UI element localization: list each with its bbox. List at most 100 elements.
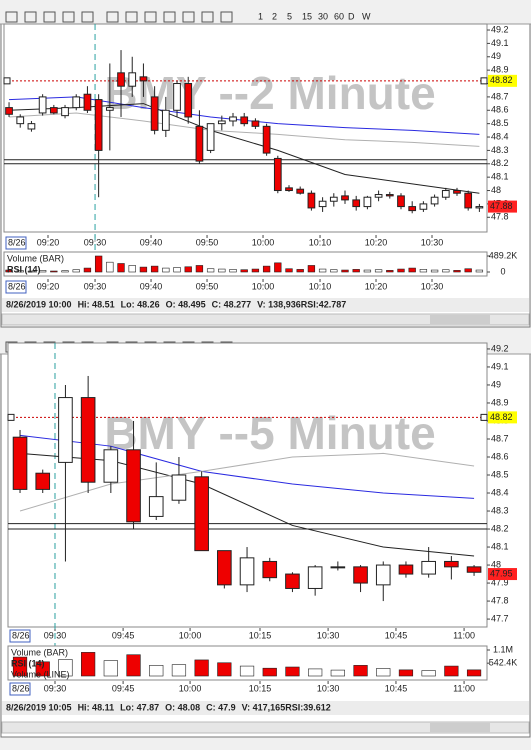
x-tick-label: 10:30 — [421, 237, 444, 247]
candle-body — [397, 195, 405, 208]
status-text: 8/26/2019 10:05 — [6, 702, 72, 712]
volume-bar — [475, 269, 484, 273]
indicator-label: RSI (14) — [7, 264, 41, 274]
candle-body — [444, 560, 459, 568]
volume-bar — [397, 268, 405, 273]
timeframe-button[interactable]: 15 — [302, 11, 312, 21]
scroll-thumb[interactable] — [430, 315, 490, 324]
status-text: C: 48.277 — [212, 299, 252, 309]
scrollbar[interactable] — [1, 313, 530, 326]
scroll-thumb[interactable] — [430, 723, 490, 732]
toolbar-button[interactable] — [62, 11, 75, 23]
toolbar-button[interactable] — [81, 11, 94, 23]
volume-bar — [262, 667, 277, 677]
x-tick-label: 11:00 — [453, 683, 475, 693]
toolbar-button[interactable] — [106, 11, 119, 23]
x-tick-label: 10:00 — [252, 237, 275, 247]
price-label-box — [488, 411, 517, 424]
volume-bar — [419, 269, 428, 273]
volume-tick-label: 1.1M — [493, 644, 513, 654]
y-tick-label: 49 — [491, 379, 501, 389]
toolbar-button[interactable] — [125, 11, 138, 23]
toolbar-button[interactable] — [24, 11, 37, 23]
volume-bar — [318, 268, 327, 273]
volume-bar — [352, 269, 360, 273]
indicator-label: Volume (BAR) — [11, 647, 68, 657]
candle-body — [296, 188, 305, 194]
timeframe-button[interactable]: 1 — [258, 11, 263, 21]
volume-bar — [217, 662, 232, 677]
timeframe-button[interactable]: D — [348, 11, 355, 21]
toolbar-button[interactable] — [220, 11, 233, 23]
candle-body — [353, 566, 368, 584]
y-tick-label: 47.7 — [491, 613, 509, 623]
y-tick-label: 48.4 — [491, 487, 509, 497]
y-tick-label: 48.6 — [491, 451, 509, 461]
volume-bar — [150, 265, 159, 273]
volume-bar — [38, 270, 47, 273]
y-tick-label: 48 — [491, 559, 501, 569]
timeframe-button[interactable]: 2 — [272, 11, 277, 21]
indicator-label: Volume (LINE) — [11, 669, 70, 679]
volume-tick-label: 542.4K — [489, 658, 518, 668]
y-tick-label: 48.9 — [491, 65, 509, 75]
toolbar-button[interactable] — [201, 11, 214, 23]
candle-body — [5, 107, 13, 115]
candle-body — [94, 99, 103, 151]
status-text: 8/26/2019 10:00 — [6, 299, 72, 309]
scrollbar[interactable] — [1, 721, 530, 734]
x-tick-label: 10:20 — [365, 281, 388, 291]
y-tick-label: 48.4 — [491, 131, 509, 141]
timeframe-button[interactable]: 30 — [318, 11, 328, 21]
candle-body — [80, 397, 96, 483]
volume-bar — [251, 268, 260, 273]
candle-body — [12, 436, 28, 490]
x-tick-label: 09:40 — [140, 281, 163, 291]
x-tick-label: 09:45 — [112, 630, 135, 640]
y-tick-label: 48.9 — [491, 397, 509, 407]
y-tick-label: 49 — [491, 51, 501, 61]
x-tick-label: 10:10 — [309, 281, 332, 291]
candle-body — [49, 107, 58, 114]
alert-icon — [480, 77, 488, 85]
volume-bar — [83, 267, 92, 273]
volume-tick-label: 0 — [500, 266, 505, 276]
candle-body — [217, 550, 232, 586]
date-label: 8/26 — [8, 281, 26, 291]
x-tick-label: 09:30 — [44, 683, 67, 693]
date-box — [5, 236, 27, 250]
toolbar-button[interactable] — [163, 11, 176, 23]
x-tick-label: 09:30 — [84, 281, 107, 291]
volume-bar — [363, 269, 372, 273]
price-label-box — [488, 200, 517, 213]
y-tick-label: 48.7 — [491, 91, 509, 101]
toolbar-button[interactable] — [43, 11, 56, 23]
toolbar-button[interactable] — [5, 11, 18, 23]
volume-bar — [81, 652, 96, 677]
toolbar-button[interactable] — [182, 11, 195, 23]
status-bar — [2, 298, 529, 312]
candle-body — [453, 190, 461, 194]
x-tick-label: 10:30 — [317, 683, 340, 693]
candle-body — [307, 192, 316, 209]
volume-bar — [184, 266, 192, 273]
x-tick-label: 10:30 — [421, 281, 444, 291]
candle-body — [16, 116, 25, 125]
candle-body — [466, 566, 482, 573]
y-tick-label: 48.3 — [491, 145, 509, 155]
timeframe-button[interactable]: W — [362, 11, 371, 21]
timeframe-button[interactable]: 60 — [334, 11, 344, 21]
candle-body — [217, 120, 226, 125]
candle-body — [398, 564, 414, 575]
y-tick-label: 48.6 — [491, 105, 509, 115]
volume-bar — [330, 669, 345, 677]
candle-body — [150, 96, 159, 131]
timeframe-button[interactable]: 5 — [287, 11, 292, 21]
volume-bar — [466, 669, 482, 677]
candle-body — [148, 496, 164, 517]
x-tick-label: 10:15 — [249, 683, 272, 693]
y-tick-label: 48.5 — [491, 118, 509, 128]
toolbar-button[interactable] — [144, 11, 157, 23]
status-text: V: 417,165RSI:39.612 — [242, 702, 331, 712]
watermark: BMY --5 Minute — [104, 407, 435, 459]
